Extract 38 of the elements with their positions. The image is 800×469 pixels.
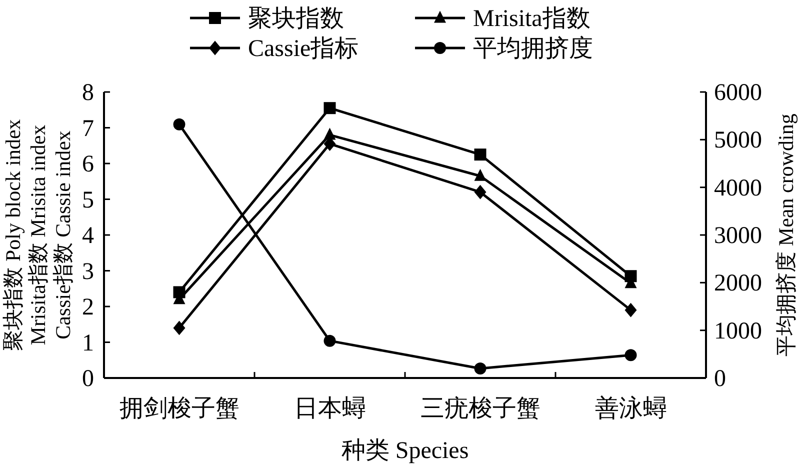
- y-tick-label: 4: [82, 223, 94, 249]
- point: [324, 102, 336, 114]
- x-tick-label: 善泳蟳: [594, 395, 667, 422]
- y2-tick-label: 4000: [714, 175, 762, 202]
- x-axis-title: 种类 Species: [341, 438, 469, 464]
- point: [173, 118, 186, 130]
- y2-tick-label: 1000: [714, 318, 762, 344]
- point: [474, 184, 486, 200]
- legend-label: 聚块指数: [248, 6, 344, 32]
- point: [173, 320, 186, 336]
- x-tick-label: 日本蟳: [294, 396, 366, 422]
- y-tick-label: 5: [82, 187, 94, 214]
- y2-tick-label: 5000: [714, 128, 762, 154]
- point: [624, 349, 637, 362]
- point: [324, 334, 336, 347]
- point: [474, 362, 486, 374]
- y-tick-label: 8: [82, 80, 94, 106]
- y2-tick-label: 3000: [714, 223, 762, 249]
- x-tick-label: 三疣梭子蟹: [420, 395, 540, 422]
- y2-tick-label: 0: [714, 366, 726, 392]
- y-tick-label: 1: [82, 330, 94, 356]
- y2-tick-label: 6000: [714, 80, 762, 106]
- y-axis-title: 聚块指数 Poly block index Mrisita指数 Mrisita index Cassie指数 Cassie index: [1, 118, 75, 351]
- point: [624, 302, 637, 318]
- y-tick-label: 0: [82, 366, 94, 392]
- y-tick-label: 3: [82, 258, 94, 285]
- point: [474, 148, 486, 161]
- point: [324, 128, 336, 140]
- legend-label: 平均拥挤度: [473, 35, 593, 62]
- legend-label: Cassie指标: [248, 36, 359, 62]
- y-tick-label: 2: [82, 294, 94, 320]
- y2-axis-title: 平均拥挤度 Mean crowding: [774, 113, 798, 356]
- y2-tick-label: 2000: [714, 270, 762, 297]
- x-tick-label: 拥剑梭子蟹: [119, 396, 240, 422]
- legend-label: Mrisita指数: [473, 6, 590, 32]
- y-tick-label: 7: [82, 116, 94, 142]
- point: [474, 168, 486, 181]
- y-tick-label: 6: [82, 152, 94, 178]
